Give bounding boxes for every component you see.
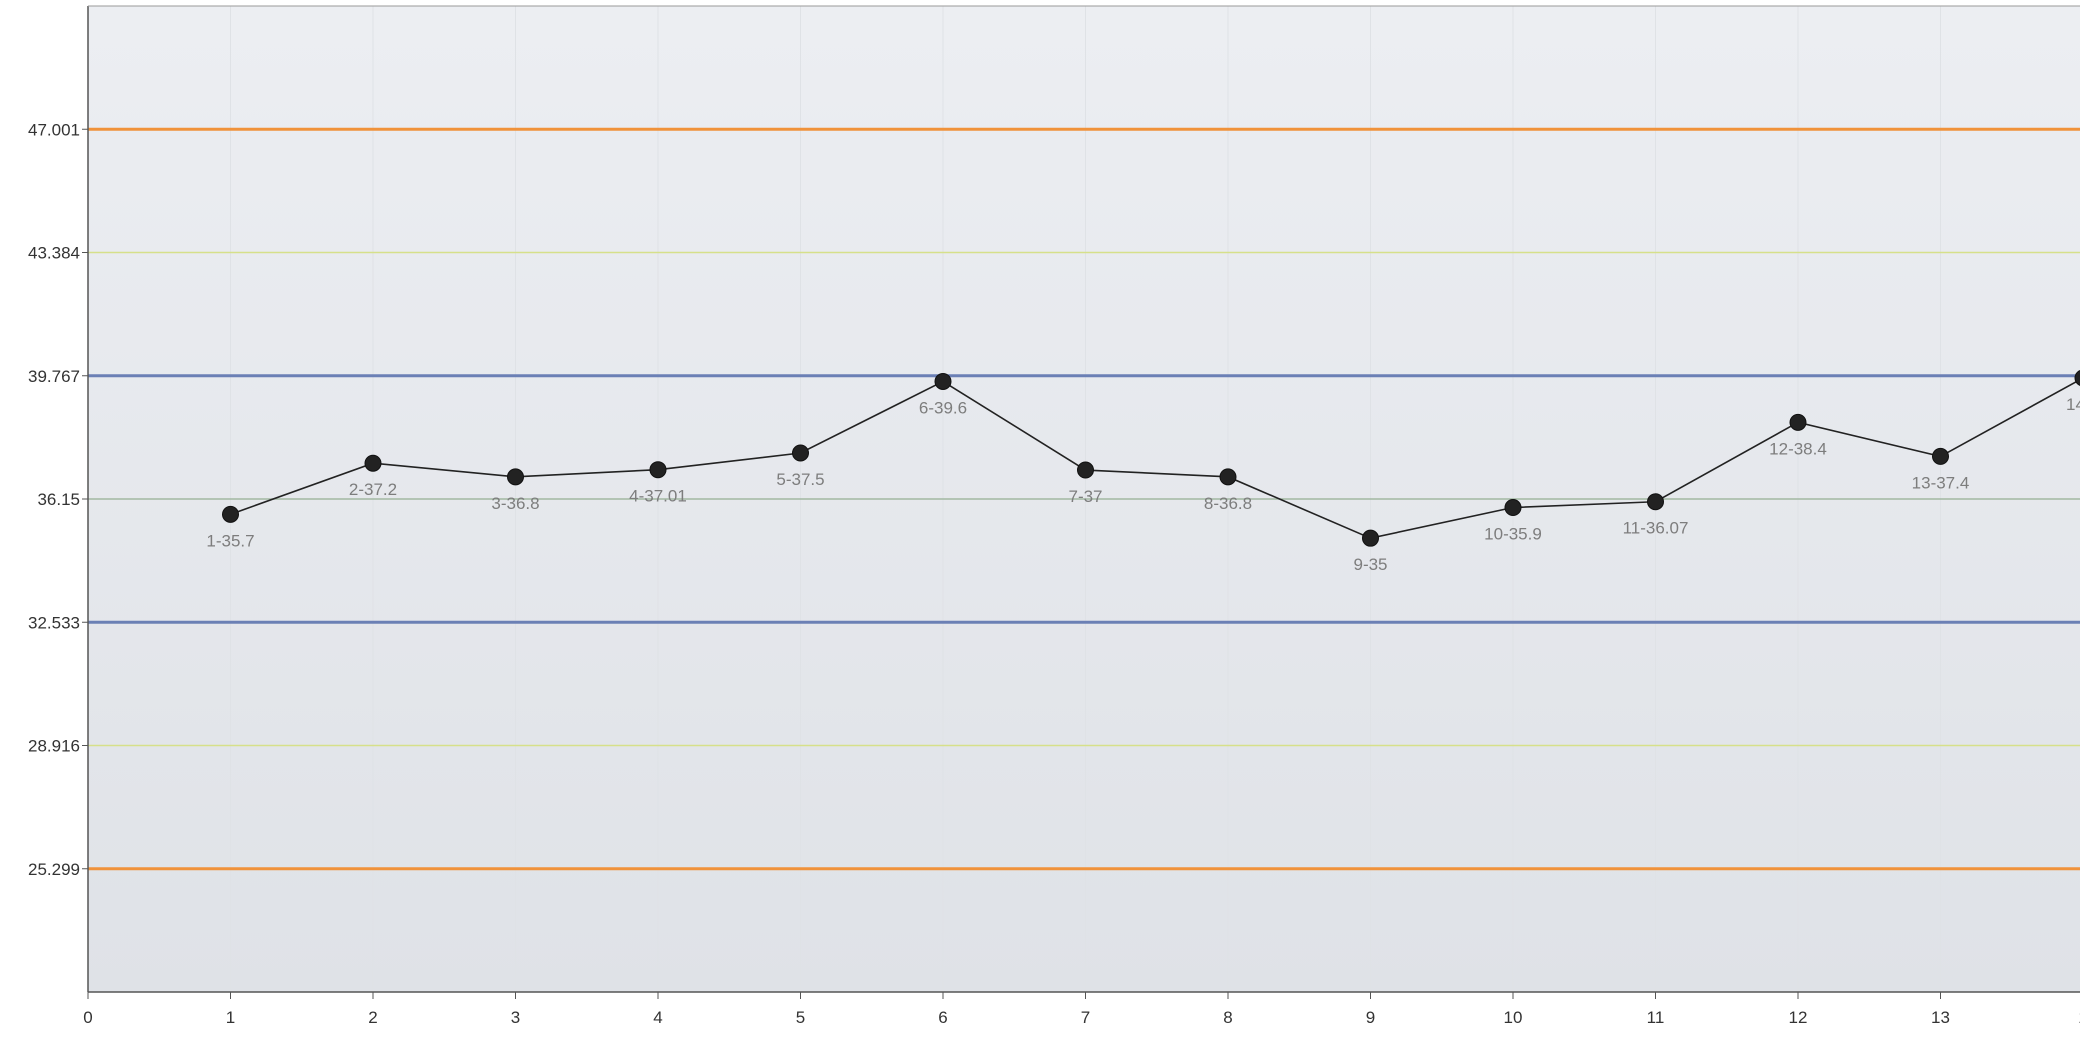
y-tick-label: 32.533	[28, 613, 80, 632]
data-point	[507, 468, 524, 486]
x-tick-label: 9	[1366, 1008, 1375, 1027]
data-label: 1-35.7	[206, 531, 254, 550]
data-label: 4-37.01	[629, 487, 687, 506]
data-label: 12-38.4	[1769, 439, 1827, 458]
y-tick-label: 28.916	[28, 737, 80, 756]
data-point	[1077, 461, 1094, 479]
data-label: 9-35	[1353, 555, 1387, 574]
reference-lines	[88, 127, 2080, 871]
x-tick-label: 4	[653, 1008, 662, 1027]
x-tick-label: 1	[226, 1008, 235, 1027]
data-label: 3-36.8	[491, 494, 539, 513]
x-tick-label: 3	[511, 1008, 520, 1027]
data-point	[792, 444, 809, 462]
data-point	[364, 454, 382, 472]
y-tick-label: 36.15	[37, 490, 80, 509]
y-tick-label: 43.384	[28, 244, 80, 263]
x-tick-label: 0	[83, 1008, 92, 1027]
data-label: 11-36.07	[1623, 519, 1689, 538]
series-line	[230, 378, 2080, 540]
data-point	[934, 372, 952, 390]
data-label: 10-35.9	[1484, 525, 1542, 544]
data-label: 5-37.5	[776, 470, 824, 489]
data-point	[2074, 370, 2080, 386]
data-series	[222, 370, 2080, 547]
data-point	[222, 505, 239, 523]
data-label: 13-37.4	[1912, 473, 1970, 492]
data-point	[1647, 493, 1664, 511]
data-label: 6-39.6	[919, 398, 967, 417]
x-tick-label: 5	[796, 1008, 805, 1027]
data-point	[1789, 413, 1807, 431]
x-tick-label: 11	[1647, 1008, 1665, 1027]
x-tick-label: 6	[938, 1008, 947, 1027]
data-label: 7-37	[1068, 487, 1102, 506]
y-tick-label: 39.767	[28, 367, 80, 386]
data-point	[1219, 468, 1237, 486]
y-tick-label: 47.001	[28, 120, 80, 139]
data-label: 14-3	[2066, 395, 2080, 414]
x-tick-label: 2	[368, 1008, 377, 1027]
data-point	[1504, 499, 1522, 517]
x-tick-label: 1	[2078, 1008, 2080, 1027]
axes: 47.001 43.384 39.767 36.15 32.533 28.916 25.29…	[28, 5, 2080, 1027]
data-label: 2-37.2	[349, 480, 397, 499]
data-labels: 1-35.7 2-37.2 3-36.8 4-37.01 5-37.5 6-39.6 7-3…	[206, 395, 2080, 574]
x-tick-label: 12	[1789, 1008, 1808, 1027]
x-tick-label: 7	[1081, 1008, 1090, 1027]
x-tick-label: 8	[1223, 1008, 1232, 1027]
data-point	[649, 461, 667, 479]
x-tick-label: 10	[1504, 1008, 1523, 1027]
y-tick-label: 25.299	[28, 860, 80, 879]
x-tick-label: 13	[1931, 1008, 1950, 1027]
data-point	[1362, 529, 1379, 547]
data-label: 8-36.8	[1204, 494, 1252, 513]
data-point	[1932, 447, 1949, 465]
